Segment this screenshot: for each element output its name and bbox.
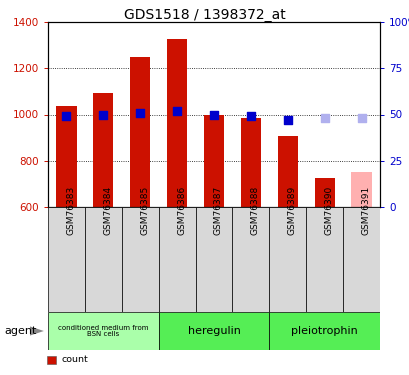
Text: count: count — [61, 356, 88, 364]
Bar — [158, 312, 269, 350]
Text: GSM76389: GSM76389 — [287, 186, 296, 235]
Point — [100, 111, 106, 117]
Bar — [306, 207, 342, 312]
Point — [210, 111, 217, 117]
Point — [63, 113, 70, 119]
Bar — [48, 312, 158, 350]
Bar — [158, 207, 195, 312]
Bar — [269, 312, 379, 350]
Text: GSM76385: GSM76385 — [140, 186, 149, 235]
Bar — [195, 207, 232, 312]
Point — [137, 110, 143, 116]
Bar — [56, 106, 76, 207]
Text: GSM76386: GSM76386 — [177, 186, 186, 235]
Bar — [351, 172, 371, 207]
Text: GSM76391: GSM76391 — [361, 186, 370, 235]
Text: GDS1518 / 1398372_at: GDS1518 / 1398372_at — [124, 8, 285, 22]
Bar — [48, 207, 85, 312]
Text: GSM76388: GSM76388 — [250, 186, 259, 235]
Text: heregulin: heregulin — [187, 326, 240, 336]
Text: GSM76383: GSM76383 — [66, 186, 75, 235]
Point — [247, 113, 254, 119]
Point — [321, 115, 327, 121]
Bar — [85, 207, 121, 312]
Text: agent: agent — [4, 326, 36, 336]
Bar — [277, 136, 297, 207]
Text: GSM76384: GSM76384 — [103, 186, 112, 235]
Bar — [121, 207, 158, 312]
Point — [357, 115, 364, 121]
Bar — [130, 57, 150, 207]
Text: pleiotrophin: pleiotrophin — [290, 326, 357, 336]
Bar — [342, 207, 379, 312]
Point — [284, 117, 290, 123]
Bar — [232, 207, 269, 312]
Text: GSM76390: GSM76390 — [324, 186, 333, 235]
Text: GSM76387: GSM76387 — [213, 186, 222, 235]
Bar — [203, 114, 224, 207]
Bar — [240, 118, 261, 207]
Bar — [314, 178, 334, 207]
Bar — [93, 93, 113, 207]
Polygon shape — [29, 326, 44, 336]
Point — [173, 108, 180, 114]
Bar — [269, 207, 306, 312]
Text: conditioned medium from
BSN cells: conditioned medium from BSN cells — [58, 324, 148, 338]
Bar — [166, 39, 187, 207]
